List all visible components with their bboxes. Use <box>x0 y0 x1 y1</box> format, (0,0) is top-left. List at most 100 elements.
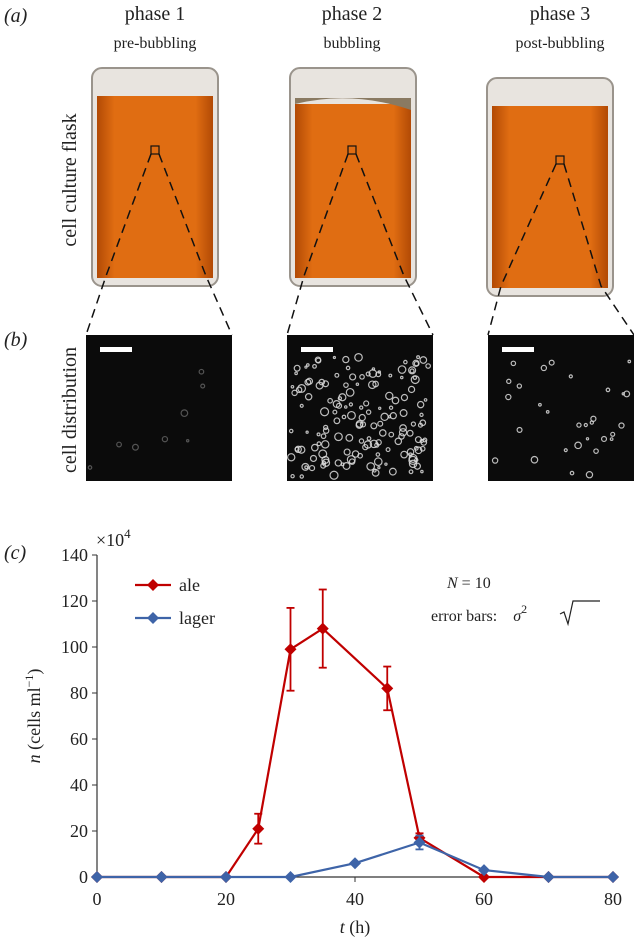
x-tick-label: 20 <box>217 889 235 909</box>
scale-bar <box>301 347 333 352</box>
cell <box>505 393 512 401</box>
legend-marker <box>147 579 159 591</box>
cell <box>510 360 517 367</box>
cell <box>388 405 394 410</box>
cell <box>323 424 329 431</box>
cell <box>131 443 139 451</box>
panel-label: (c) <box>4 542 27 564</box>
cell <box>304 365 308 369</box>
cell <box>87 465 93 470</box>
y-tick-label: 140 <box>61 545 88 565</box>
cell <box>304 393 313 401</box>
marker <box>381 682 394 695</box>
flask-liquid <box>295 104 411 278</box>
phase-title: phase 1 <box>125 3 186 25</box>
cell <box>358 413 366 422</box>
cell <box>399 409 408 418</box>
cell <box>333 417 341 425</box>
cell <box>287 453 296 462</box>
cell <box>530 455 539 464</box>
cell <box>408 459 418 469</box>
foam <box>295 98 411 110</box>
cell <box>516 426 523 433</box>
sqrt-sign <box>559 600 600 627</box>
cell <box>295 386 303 394</box>
marker <box>91 871 103 883</box>
cell <box>371 367 376 371</box>
cell <box>322 380 330 388</box>
cell <box>548 359 555 366</box>
cell <box>378 429 387 437</box>
y-label: n (cells ml−1) <box>22 669 45 764</box>
x-tick-label: 60 <box>475 889 493 909</box>
cell <box>346 455 356 465</box>
cell <box>332 355 337 360</box>
y-unit: (cells ml <box>24 687 45 754</box>
cell <box>305 363 310 367</box>
cell <box>180 409 189 418</box>
cell <box>408 469 414 475</box>
legend-marker <box>147 612 159 624</box>
cell <box>334 372 340 378</box>
marker <box>478 864 490 877</box>
cell <box>359 374 365 380</box>
cell <box>407 385 416 394</box>
cell <box>408 452 413 457</box>
cell <box>410 421 417 427</box>
cell <box>370 422 378 430</box>
zoom-line <box>286 153 349 336</box>
series-line <box>97 627 613 879</box>
y-symbol: n <box>24 754 44 763</box>
x-tick-label: 80 <box>604 889 622 909</box>
cell <box>365 371 371 377</box>
sigma-exp: 2 <box>521 602 527 616</box>
y-tick-label: 100 <box>61 637 88 657</box>
cell <box>327 397 334 404</box>
annotation: error bars: σ2 <box>431 602 527 625</box>
n-symbol: N <box>446 575 459 592</box>
cell <box>312 363 317 369</box>
cell <box>362 443 369 451</box>
cell <box>388 467 397 476</box>
y-tick-label: 80 <box>70 683 88 703</box>
cell <box>294 371 298 376</box>
cell <box>299 403 304 408</box>
marker <box>349 857 361 870</box>
cell <box>384 462 388 466</box>
cell <box>316 441 322 447</box>
error-text: error bars: <box>431 608 501 625</box>
cell <box>400 393 409 402</box>
cell <box>590 415 597 422</box>
cell <box>297 445 306 454</box>
panel-label: (b) <box>4 329 28 351</box>
cell <box>516 383 523 389</box>
cell <box>305 430 309 434</box>
cell <box>413 445 419 451</box>
cell <box>345 365 351 371</box>
zoom-line <box>563 163 634 336</box>
cell <box>345 433 354 442</box>
cell <box>316 432 321 437</box>
cell <box>342 461 351 470</box>
cell <box>610 431 616 437</box>
cell <box>423 398 428 402</box>
cell <box>349 373 357 381</box>
cell <box>609 437 614 442</box>
phase-subtitle: pre-bubbling <box>114 35 197 52</box>
cell <box>345 387 355 397</box>
cell <box>348 402 354 407</box>
multiplier-base: ×10 <box>96 530 124 550</box>
cell <box>406 448 415 456</box>
cell <box>388 431 395 438</box>
cell <box>618 422 625 429</box>
cell <box>378 406 382 411</box>
y-tick-label: 0 <box>79 867 88 887</box>
cell <box>308 464 316 472</box>
cell <box>329 470 339 480</box>
cell <box>506 378 512 385</box>
cell <box>355 421 364 429</box>
cell <box>403 359 408 365</box>
cell <box>372 380 379 388</box>
cell <box>290 473 295 479</box>
cell <box>337 396 343 401</box>
